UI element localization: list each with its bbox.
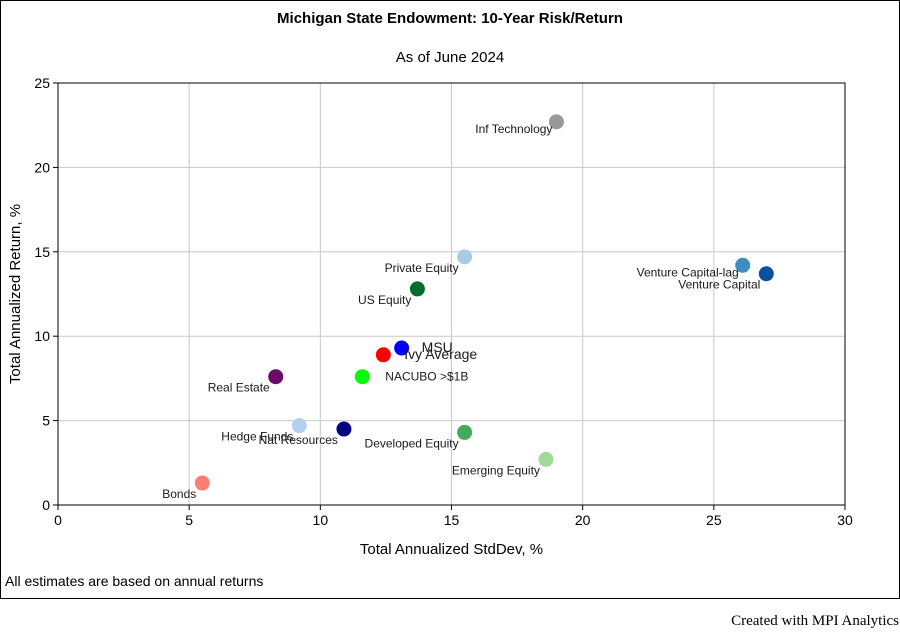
data-label: Real Estate [208, 381, 270, 395]
data-point [457, 249, 473, 265]
point-layer [194, 114, 774, 491]
data-label: US Equity [358, 293, 411, 307]
data-label: Venture Capital-lag [637, 265, 739, 279]
data-point [735, 257, 751, 273]
x-tick-label: 10 [313, 512, 329, 528]
data-point [538, 451, 554, 467]
data-label: Inf Technology [475, 122, 552, 136]
grid-layer [58, 83, 845, 505]
label-layer: Inf Technology Private Equity Venture Capi… [162, 122, 760, 501]
y-tick-label: 5 [42, 413, 50, 429]
data-point [548, 114, 564, 130]
data-label: Nat Resources [259, 433, 338, 447]
data-point [409, 281, 425, 297]
chart-frame [0, 0, 900, 599]
data-point [354, 369, 370, 385]
data-point [758, 266, 774, 282]
x-axis-label: Total Annualized StdDev, % [360, 541, 543, 558]
data-label: Venture Capital [678, 278, 760, 292]
x-tick-label: 15 [444, 512, 460, 528]
credit-text: Created with MPI Analytics [731, 613, 899, 629]
y-axis-label: Total Annualized Return, % [7, 204, 24, 384]
y-tick-label: 15 [34, 244, 50, 260]
data-point [268, 369, 284, 385]
data-label: Ivy Average [404, 346, 477, 362]
data-label: Private Equity [385, 261, 459, 275]
data-point [336, 421, 352, 437]
data-label: Hedge Funds [221, 430, 293, 444]
x-tick-label: 20 [575, 512, 591, 528]
data-label: Emerging Equity [452, 463, 540, 477]
data-point [375, 347, 391, 363]
tick-layer: 0 5 10 15 20 25 30 0 5 10 15 20 25 [34, 75, 853, 528]
data-point [291, 418, 307, 434]
data-label: MSU [422, 339, 453, 355]
x-tick-label: 30 [837, 512, 853, 528]
data-point [457, 424, 473, 440]
y-tick-label: 10 [34, 328, 50, 344]
footnote: All estimates are based on annual return… [5, 573, 264, 589]
data-point [394, 340, 410, 356]
x-tick-label: 0 [54, 512, 62, 528]
scatter-plot: 0 5 10 15 20 25 30 0 5 10 15 20 25 Inf Technology Pri… [7, 75, 853, 558]
chart-title: Michigan State Endowment: 10-Year Risk/R… [277, 10, 623, 27]
data-label: NACUBO >$1B [385, 370, 468, 384]
chart-subtitle: As of June 2024 [395, 49, 505, 66]
x-tick-label: 25 [706, 512, 722, 528]
y-tick-label: 20 [34, 159, 50, 175]
data-label: Bonds [162, 487, 196, 501]
y-tick-label: 25 [34, 75, 50, 91]
data-point [194, 475, 210, 491]
y-tick-label: 0 [42, 497, 50, 513]
x-tick-label: 5 [185, 512, 193, 528]
data-label: Developed Equity [365, 436, 459, 450]
